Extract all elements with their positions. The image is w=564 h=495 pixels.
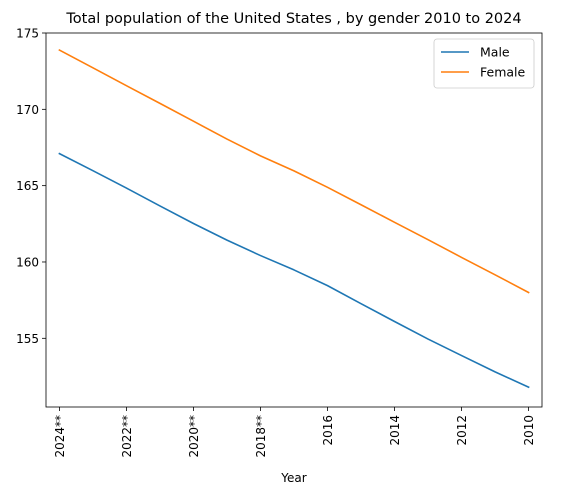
x-tick-label: 2010 <box>522 415 536 446</box>
x-tick-label: 2020** <box>187 415 201 458</box>
chart-title: Total population of the United States , … <box>65 11 521 27</box>
y-axis: 155 160 165 170 175 <box>16 27 46 346</box>
y-tick-label: 165 <box>16 179 39 193</box>
x-tick-label: 2024** <box>53 415 67 458</box>
series-line-male <box>58 152 530 389</box>
legend-label-male: Male <box>480 45 510 60</box>
x-axis: 2024** 2022** 2020** 2018** 2016 2014 2012 2010 <box>53 407 536 458</box>
x-axis-label: Year <box>280 471 306 485</box>
y-tick-label: 155 <box>16 332 39 346</box>
legend-label-female: Female <box>480 65 526 80</box>
y-tick-label: 170 <box>16 103 39 117</box>
x-tick-label: 2022** <box>120 415 134 458</box>
y-tick-label: 175 <box>16 27 39 41</box>
x-tick-label: 2014 <box>388 415 402 446</box>
series-line-female <box>58 49 530 294</box>
x-tick-label: 2012 <box>455 415 469 446</box>
x-tick-label: 2016 <box>321 415 335 446</box>
legend: Male Female <box>433 38 535 89</box>
y-tick-label: 160 <box>16 255 39 269</box>
plot-frame <box>45 32 543 408</box>
series-layer <box>58 49 530 389</box>
x-tick-label: 2018** <box>254 415 268 458</box>
